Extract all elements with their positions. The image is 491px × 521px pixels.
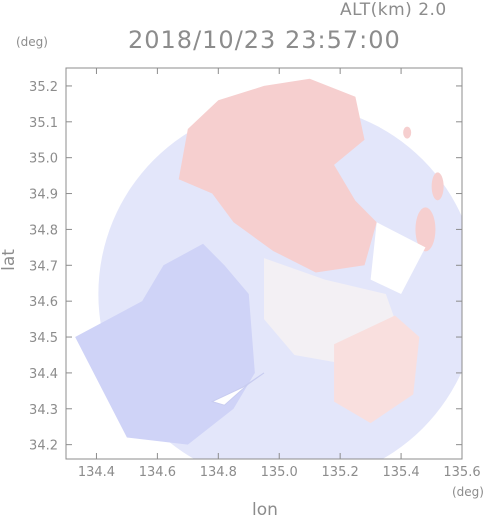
- y-tick-label: 34.4: [29, 367, 58, 382]
- altitude-label: ALT(km) 2.0: [340, 0, 447, 20]
- y-tick-label: 34.7: [29, 259, 58, 274]
- velocity-field: [75, 78, 462, 459]
- y-axis-unit: (deg): [16, 35, 48, 49]
- void-gap: [210, 372, 265, 406]
- x-tick-label: 134.8: [200, 465, 237, 480]
- y-tick-label: 35.0: [29, 152, 58, 167]
- y-tick-label: 34.8: [29, 223, 58, 238]
- plot-frame: [65, 67, 463, 460]
- east-echo-2: [403, 126, 412, 139]
- x-axis-unit: (deg): [452, 485, 484, 499]
- y-tick-label: 34.2: [29, 439, 58, 454]
- y-tick-label: 35.1: [29, 116, 58, 131]
- y-tick-label: 35.2: [29, 80, 58, 95]
- chart-title: 2018/10/23 23:57:00: [128, 26, 401, 54]
- x-tick-label: 135.0: [261, 465, 298, 480]
- west-approaching-region: [75, 243, 255, 445]
- x-tick-label: 134.4: [78, 465, 115, 480]
- y-tick-label: 34.9: [29, 188, 58, 203]
- tick-layer: 134.4 134.6 134.8 135.0 135.2 135.4 135.6 34.2 3…: [29, 68, 481, 480]
- x-tick-label: 135.4: [382, 465, 419, 480]
- east-echo-0: [415, 207, 436, 252]
- x-axis-label: lon: [252, 500, 278, 520]
- y-tick-label: 34.6: [29, 295, 58, 310]
- x-tick-label: 135.6: [443, 465, 480, 480]
- void-gap-east: [370, 222, 426, 294]
- east-receding-region: [334, 315, 420, 424]
- x-tick-label: 135.2: [322, 465, 359, 480]
- y-tick-label: 34.5: [29, 331, 58, 346]
- east-echo-1: [431, 172, 444, 201]
- y-tick-label: 34.3: [29, 403, 58, 418]
- north-receding-region: [178, 78, 377, 273]
- x-tick-label: 134.6: [139, 465, 176, 480]
